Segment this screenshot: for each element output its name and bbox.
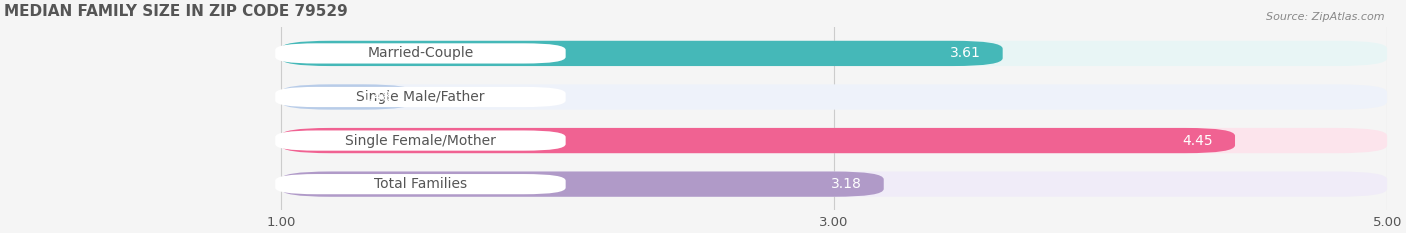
- FancyBboxPatch shape: [281, 171, 1388, 197]
- FancyBboxPatch shape: [281, 84, 413, 110]
- FancyBboxPatch shape: [281, 41, 1002, 66]
- Text: Single Female/Mother: Single Female/Mother: [344, 134, 496, 147]
- FancyBboxPatch shape: [281, 171, 884, 197]
- Text: MEDIAN FAMILY SIZE IN ZIP CODE 79529: MEDIAN FAMILY SIZE IN ZIP CODE 79529: [4, 4, 347, 19]
- FancyBboxPatch shape: [276, 174, 565, 194]
- FancyBboxPatch shape: [281, 84, 1388, 110]
- Text: Married-Couple: Married-Couple: [367, 46, 474, 60]
- Text: 1.48: 1.48: [360, 90, 391, 104]
- FancyBboxPatch shape: [276, 43, 565, 64]
- Text: 3.18: 3.18: [831, 177, 862, 191]
- FancyBboxPatch shape: [276, 130, 565, 151]
- Text: Source: ZipAtlas.com: Source: ZipAtlas.com: [1267, 12, 1385, 22]
- FancyBboxPatch shape: [276, 87, 565, 107]
- Text: Single Male/Father: Single Male/Father: [356, 90, 485, 104]
- FancyBboxPatch shape: [281, 41, 1388, 66]
- Text: Total Families: Total Families: [374, 177, 467, 191]
- FancyBboxPatch shape: [281, 128, 1234, 153]
- FancyBboxPatch shape: [281, 128, 1388, 153]
- Text: 4.45: 4.45: [1182, 134, 1213, 147]
- Text: 3.61: 3.61: [949, 46, 980, 60]
